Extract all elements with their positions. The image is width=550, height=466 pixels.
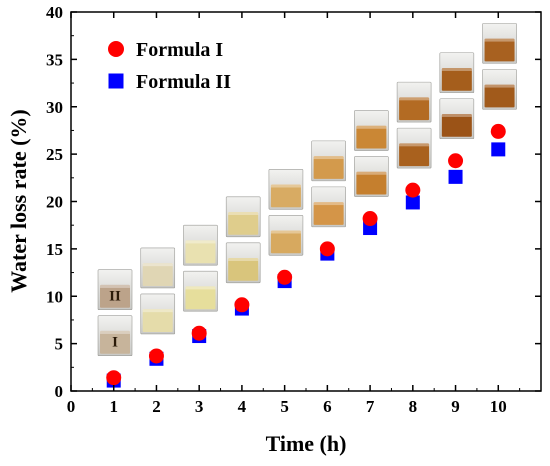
- jar-photo: [311, 186, 346, 228]
- y-tick-label: 35: [46, 50, 63, 69]
- jar-photo-label: I: [112, 335, 118, 351]
- jar-photo: [183, 224, 218, 266]
- jar-photo: [268, 215, 304, 256]
- y-tick-label: 20: [46, 193, 63, 212]
- x-tick-label: 9: [451, 397, 460, 416]
- point-formula-ii: [448, 169, 463, 184]
- data-marks: [106, 123, 506, 388]
- legend: Formula I Formula II: [108, 39, 231, 93]
- jar-photo: [354, 110, 389, 151]
- point-formula-ii: [405, 195, 420, 210]
- jar-photo: [482, 23, 517, 64]
- jar-photo: [482, 69, 517, 110]
- point-formula-i: [448, 153, 464, 169]
- point-formula-i: [362, 211, 378, 227]
- x-axis-title: Time (h): [266, 431, 347, 456]
- x-tick-label: 8: [409, 397, 418, 416]
- point-formula-ii: [491, 142, 506, 157]
- jar-photo: [140, 293, 176, 335]
- jar-photo: [396, 127, 432, 169]
- x-tick-label: 1: [109, 397, 118, 416]
- jar-photo: [439, 52, 475, 94]
- y-axis-title: Water loss rate (%): [6, 109, 31, 293]
- jar-photo: [225, 242, 261, 284]
- jar-photo: I: [97, 315, 133, 357]
- x-tick-label: 4: [238, 397, 247, 416]
- point-formula-i: [106, 370, 122, 386]
- inset-photos: III: [97, 23, 517, 357]
- legend-marker-formula-ii: [108, 73, 124, 89]
- x-tick-label: 3: [195, 397, 204, 416]
- legend-label-formula-i: Formula I: [136, 39, 223, 61]
- y-tick-label: 15: [46, 240, 63, 259]
- point-formula-i: [234, 297, 250, 313]
- y-tick-label: 10: [46, 287, 63, 306]
- x-tick-label: 0: [67, 397, 76, 416]
- x-tick-label: 10: [490, 397, 507, 416]
- point-formula-i: [405, 182, 421, 198]
- point-formula-i: [191, 325, 207, 341]
- x-tick-label: 2: [152, 397, 161, 416]
- point-formula-i: [148, 348, 164, 364]
- jar-photo: II: [97, 269, 133, 311]
- x-tick-label: 7: [366, 397, 375, 416]
- x-tick-label: 6: [323, 397, 332, 416]
- legend-label-formula-ii: Formula II: [136, 71, 231, 93]
- y-tick-label: 30: [46, 98, 63, 117]
- legend-marker-formula-i: [108, 41, 124, 57]
- ticks: 0 1 2 3 4 5 6 7 8 9 10 0 5 10 15 20 25 30 35 40: [46, 3, 541, 416]
- jar-photo: [396, 81, 432, 123]
- y-tick-label: 40: [46, 3, 63, 22]
- jar-photo: [140, 247, 176, 289]
- jar-photo: [311, 140, 346, 182]
- y-tick-label: 0: [55, 382, 64, 401]
- jar-photo: [354, 156, 389, 197]
- jar-photo: [225, 196, 261, 238]
- point-formula-i: [319, 241, 335, 257]
- jar-photo: [439, 98, 475, 140]
- x-tick-label: 5: [280, 397, 289, 416]
- y-tick-label: 5: [55, 335, 64, 354]
- jar-photo: [183, 270, 218, 312]
- point-formula-i: [490, 123, 506, 139]
- jar-photo: [268, 169, 304, 210]
- jar-photo-label: II: [109, 289, 121, 305]
- point-formula-i: [277, 269, 293, 285]
- y-tick-label: 25: [46, 145, 63, 164]
